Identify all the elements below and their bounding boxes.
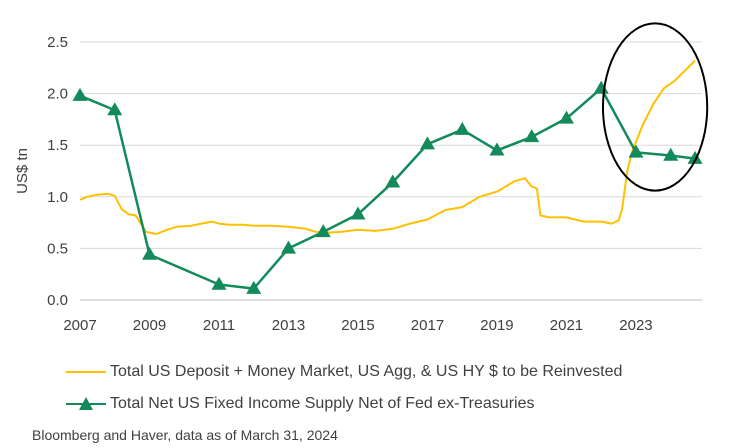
x-tick-labels: 2007 2009 2011 2013 2015 2017 2019 2021 2023 [63,317,652,334]
legend-triangle-marker [79,397,93,410]
legend-item-deposits: Total US Deposit + Money Market, US Agg,… [66,356,622,388]
series-lines [79,59,696,290]
x-tick-label: 2013 [272,317,305,334]
x-tick-label: 2019 [480,317,513,334]
y-tick-label: 1.0 [47,189,68,206]
legend-line-deposits [66,371,106,373]
legend-item-supply: Total Net US Fixed Income Supply Net of … [66,388,622,420]
x-tick-label: 2021 [550,317,583,334]
triangle-marker-7 [350,206,366,220]
triangle-marker-12 [524,129,540,143]
legend: Total US Deposit + Money Market, US Agg,… [66,356,622,420]
triangle-marker-8 [385,174,401,188]
legend-label-supply: Total Net US Fixed Income Supply Net of … [110,395,535,412]
x-tick-label: 2017 [411,317,444,334]
x-tick-label: 2007 [63,317,96,334]
x-tick-label: 2009 [133,317,166,334]
annotations [601,22,709,192]
triangle-marker-0 [72,87,88,101]
y-tick-labels: 0.0 0.5 1.0 1.5 2.0 2.5 [47,34,68,309]
triangle-marker-16 [663,147,679,161]
x-tick-label: 2011 [203,317,235,334]
y-tick-label: 2.5 [47,34,68,51]
y-tick-label: 0.0 [47,292,68,309]
triangle-marker-17 [687,150,703,164]
y-axis-label: US$ tn [14,148,31,194]
legend-swatch-deposits [66,362,106,382]
triangle-marker-3 [211,276,227,290]
triangle-marker-11 [489,142,505,156]
series-markers [72,80,703,294]
triangle-marker-2 [141,246,157,260]
highlight-ellipse-0 [601,22,709,192]
triangle-marker-15 [628,144,644,158]
y-tick-label: 0.5 [47,240,68,257]
triangle-marker-6 [315,224,331,238]
y-tick-label: 2.0 [47,86,68,103]
triangle-marker-10 [454,121,470,135]
x-tick-label: 2015 [341,317,374,334]
triangle-marker-9 [419,136,435,150]
triangle-marker-14 [593,80,609,94]
triangle-marker-5 [280,240,296,254]
triangle-marker-13 [558,110,574,124]
source-note: Bloomberg and Haver, data as of March 31… [32,427,338,443]
series-line-1 [79,87,696,290]
legend-label-deposits: Total US Deposit + Money Market, US Agg,… [110,363,623,380]
x-tick-label: 2023 [619,317,652,334]
triangle-marker-4 [246,280,262,294]
series-line-0 [79,59,696,235]
legend-swatch-supply [66,394,106,414]
triangle-marker-1 [107,102,123,116]
y-tick-label: 1.5 [47,137,68,154]
